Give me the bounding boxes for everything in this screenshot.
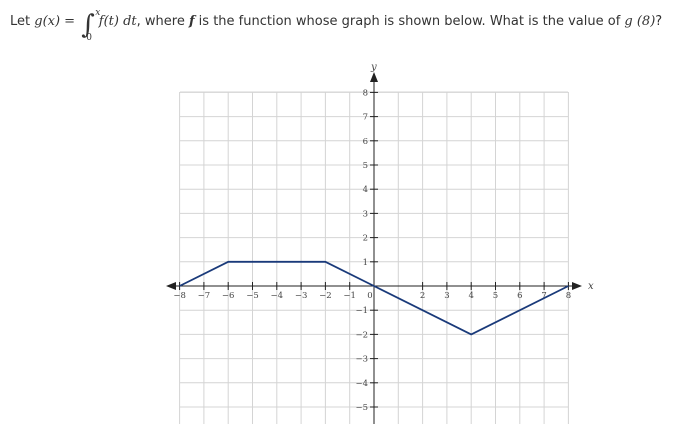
y-tick-label: −3 xyxy=(355,355,368,365)
x-tick-label: 0 xyxy=(367,291,372,301)
question-middle: , where xyxy=(136,14,189,29)
y-tick-label: 8 xyxy=(363,88,368,98)
y-tick-label: 5 xyxy=(363,161,368,171)
x-axis-arrow-right xyxy=(572,282,582,290)
y-tick-label: −2 xyxy=(355,330,368,340)
g-of-8: g (8) xyxy=(624,14,656,29)
y-tick-label: 3 xyxy=(363,209,368,219)
y-tick-label: 1 xyxy=(363,258,368,268)
tick-labels: −8 −7 −6 −5 −4 −3 −2 −1 0 2 3 4 5 6 7 8 8 7 6 5 4 3 2 1 −1 −2 −3 −4… xyxy=(173,88,571,413)
equals-sign: = xyxy=(60,14,80,29)
integrand: f(t) dt xyxy=(98,14,137,29)
y-tick-label: 4 xyxy=(363,185,368,195)
question-text: Let g(x) = ∫ x 0 f(t) dt, where f is the fu… xyxy=(10,8,685,43)
question-suffix-2: ? xyxy=(655,14,663,29)
y-tick-label: 2 xyxy=(363,234,368,244)
y-tick-label: 6 xyxy=(363,137,368,147)
question-prefix: Let xyxy=(10,14,35,29)
x-tick-label: −5 xyxy=(246,291,259,301)
y-tick-label: −4 xyxy=(355,379,368,389)
question-suffix-1: is the function whose graph is shown bel… xyxy=(194,14,625,29)
ticks xyxy=(179,91,569,408)
y-tick-label: −5 xyxy=(355,403,368,413)
y-axis-arrow-up xyxy=(370,72,378,82)
x-tick-label: −7 xyxy=(198,291,211,301)
y-axis-label: y xyxy=(370,62,377,73)
x-axis-arrow-left xyxy=(166,282,176,290)
function-f-line xyxy=(179,260,569,336)
x-tick-label: 8 xyxy=(566,291,571,301)
series xyxy=(179,260,569,336)
x-tick-label: 4 xyxy=(468,291,473,301)
x-tick-label: 2 xyxy=(420,291,425,301)
x-tick-label: −1 xyxy=(343,291,356,301)
x-tick-label: −8 xyxy=(173,291,186,301)
x-tick-label: 6 xyxy=(517,291,522,301)
y-tick-label: 7 xyxy=(363,113,368,123)
y-tick-label: −1 xyxy=(355,306,368,316)
x-tick-label: 5 xyxy=(493,291,498,301)
x-tick-label: 7 xyxy=(541,291,546,301)
integral-lower-bound: 0 xyxy=(86,33,92,43)
x-tick-label: −2 xyxy=(319,291,332,301)
x-tick-label: 3 xyxy=(444,291,449,301)
integral-upper-bound: x xyxy=(95,8,101,18)
x-tick-label: −4 xyxy=(271,291,284,301)
x-tick-label: −6 xyxy=(222,291,235,301)
g-of-x: g(x) xyxy=(34,14,61,29)
x-tick-label: −3 xyxy=(295,291,308,301)
integral-sign: ∫ x 0 xyxy=(81,8,101,43)
x-axis-label: x xyxy=(588,281,594,292)
f-symbol: f xyxy=(188,14,195,29)
